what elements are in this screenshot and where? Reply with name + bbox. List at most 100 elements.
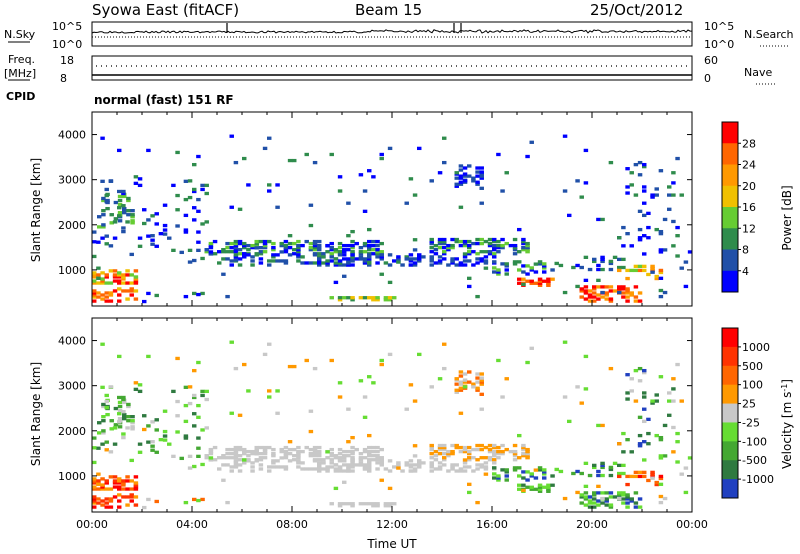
echo-cell	[583, 484, 589, 489]
echo-cell	[100, 179, 105, 183]
echo-cell	[604, 491, 609, 495]
echo-cell	[387, 253, 393, 257]
echo-cell	[475, 447, 480, 452]
echo-cell	[600, 295, 605, 299]
ytick-label: 4000	[58, 335, 86, 348]
ytick-label: 4000	[58, 129, 86, 142]
echo-cell	[117, 189, 122, 194]
echo-cell	[329, 358, 334, 363]
echo-cell	[308, 429, 314, 434]
echo-cell	[508, 243, 514, 248]
echo-cell	[117, 493, 122, 497]
echo-cell	[462, 243, 468, 248]
echo-cell	[371, 502, 376, 506]
echo-cell	[650, 476, 655, 480]
echo-cell	[346, 449, 351, 454]
echo-cell	[271, 259, 276, 263]
echo-cell	[225, 451, 230, 456]
echo-cell	[475, 372, 480, 376]
echo-cell	[642, 162, 647, 167]
echo-cell	[337, 504, 343, 508]
echo-cell	[642, 440, 647, 444]
echo-cell	[650, 266, 655, 271]
echo-cell	[367, 227, 372, 232]
echo-cell	[154, 450, 159, 454]
echo-cell	[329, 259, 334, 263]
echo-cell	[362, 250, 368, 254]
echo-cell	[646, 225, 651, 230]
echo-cell	[196, 240, 201, 244]
xtick-label: 04:00	[176, 518, 208, 531]
echo-cell	[104, 299, 109, 303]
echo-cell	[475, 237, 480, 242]
echo-cell	[267, 183, 272, 187]
echo-cell	[117, 299, 122, 303]
echo-cell	[154, 212, 159, 216]
echo-cell	[496, 270, 501, 274]
echo-cell	[192, 218, 197, 222]
echo-cell	[100, 477, 105, 481]
echo-cell	[267, 342, 272, 346]
echo-cell	[654, 480, 659, 485]
echo-cell	[475, 376, 480, 380]
echo-cell	[433, 467, 439, 471]
echo-cell	[150, 234, 155, 238]
echo-cell	[483, 467, 489, 471]
velocity-frame	[91, 317, 693, 513]
echo-cell	[137, 383, 143, 387]
echo-cell	[475, 458, 480, 462]
echo-cell	[137, 450, 143, 454]
echo-cell	[146, 354, 151, 359]
echo-cell	[592, 299, 597, 303]
echo-cell	[337, 259, 343, 263]
echo-cell	[379, 253, 384, 257]
echo-cell	[671, 377, 676, 381]
echo-cell	[292, 458, 297, 462]
echo-cell	[650, 268, 655, 273]
echo-cell	[279, 449, 284, 454]
echo-cell	[454, 263, 459, 267]
echo-cell	[287, 253, 293, 257]
echo-cell	[579, 495, 584, 499]
echo-cell	[125, 426, 130, 430]
echo-cell	[375, 456, 380, 460]
echo-cell	[109, 427, 114, 431]
echo-cell	[117, 273, 122, 277]
nave-tick-bottom: 0	[704, 72, 711, 85]
echo-cell	[125, 289, 130, 293]
echo-cell	[533, 487, 539, 491]
echo-cell	[504, 377, 509, 381]
echo-cell	[150, 444, 155, 448]
echo-cell	[100, 281, 105, 285]
echo-cell	[592, 497, 597, 501]
echo-cell	[250, 263, 255, 267]
echo-cell	[375, 296, 380, 300]
echo-cell	[479, 237, 484, 242]
echo-cell	[437, 241, 443, 246]
colorbar-segment	[722, 122, 738, 144]
echo-cell	[679, 399, 684, 403]
echo-cell	[358, 255, 364, 259]
echo-cell	[267, 263, 272, 267]
echo-cell	[642, 165, 647, 169]
echo-cell	[122, 211, 127, 215]
echo-cell	[442, 257, 447, 261]
colorbar-tick-label: 28	[742, 137, 756, 150]
echo-cell	[583, 285, 589, 289]
echo-cell	[346, 243, 351, 248]
echo-cell	[208, 243, 214, 248]
echo-cell	[121, 281, 126, 285]
echo-cell	[504, 241, 509, 246]
echo-cell	[262, 241, 268, 246]
echo-cell	[122, 209, 127, 213]
echo-cell	[379, 272, 384, 276]
echo-cell	[333, 486, 339, 491]
echo-cell	[192, 162, 197, 167]
echo-cell	[354, 241, 359, 246]
echo-cell	[233, 449, 239, 454]
echo-cell	[504, 447, 509, 452]
velocity-colorbar-label-end: ]	[780, 379, 794, 384]
echo-cell	[592, 295, 597, 299]
echo-cell	[192, 412, 197, 416]
